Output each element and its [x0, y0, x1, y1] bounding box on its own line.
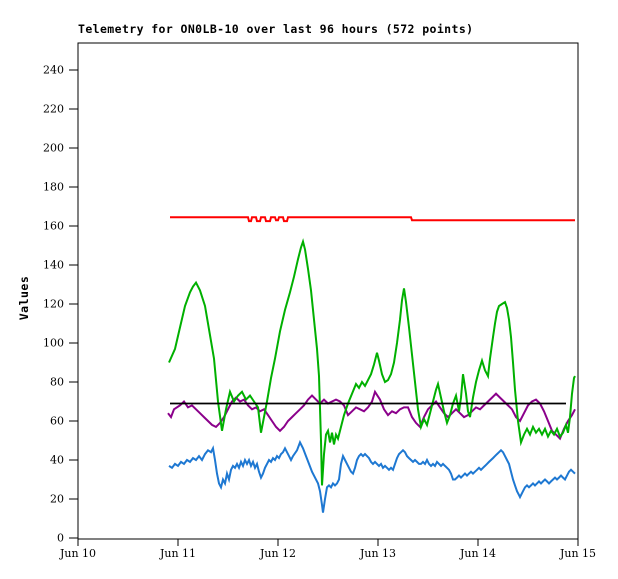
y-tick-label: 40 — [50, 454, 64, 467]
y-tick-label: 0 — [57, 532, 64, 545]
plot-border — [77, 42, 579, 540]
series-channel-green-line — [168, 238, 576, 486]
y-tick-label: 20 — [50, 493, 64, 506]
y-tick-label: 160 — [43, 220, 64, 233]
y-tick-label: 120 — [43, 298, 64, 311]
x-tick-label: Jun 10 — [59, 547, 96, 560]
x-tick-label: Jun 11 — [159, 547, 196, 560]
y-tick-label: 60 — [50, 415, 64, 428]
y-axis-label: Values — [17, 276, 31, 321]
x-tick-label: Jun 12 — [259, 547, 296, 560]
y-tick-label: 220 — [43, 103, 64, 116]
x-axis-ticks: Jun 10 Jun 11 Jun 12 Jun 13 Jun 14 Jun 15 — [59, 539, 596, 560]
chart-title: Telemetry for ON0LB-10 over last 96 hour… — [78, 22, 473, 36]
y-axis-ticks: 0 20 40 60 80 100 120 140 160 180 200 220 240 — [43, 64, 78, 545]
x-tick-label: Jun 15 — [559, 547, 596, 560]
y-tick-label: 140 — [43, 259, 64, 272]
x-tick-label: Jun 14 — [459, 547, 496, 560]
y-tick-label: 200 — [43, 142, 64, 155]
plot-series — [167, 216, 576, 513]
series-channel-red-line — [170, 216, 575, 223]
y-tick-label: 80 — [50, 376, 64, 389]
y-tick-label: 180 — [43, 181, 64, 194]
y-tick-label: 100 — [43, 337, 64, 350]
series-channel-blue-line — [168, 439, 576, 513]
y-tick-label: 240 — [43, 64, 64, 77]
x-tick-label: Jun 13 — [359, 547, 396, 560]
